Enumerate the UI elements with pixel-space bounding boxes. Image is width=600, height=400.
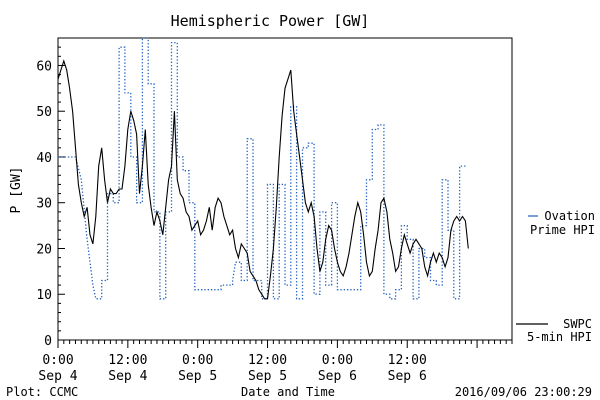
legend-ovation: Ovation Prime HPI [528,209,595,237]
y-tick-label: 40 [36,151,52,166]
y-tick-label: 20 [36,242,52,257]
plot-frame [57,37,513,341]
series-layer [57,37,469,300]
x-tick-date-label: Sep 5 [248,369,287,384]
x-tick-time-label: 12:00 [108,353,147,368]
x-tick-time-label: 0:00 [42,353,73,368]
y-axis-label: P [GW] [9,167,24,214]
legend: Ovation Prime HPI SWPC 5-min HPI [516,209,595,344]
footer-timestamp: 2016/09/06 23:00:29 [455,385,592,399]
series-line-swpc [57,59,469,300]
footer-plot-source: Plot: CCMC [6,385,78,399]
y-tick-label: 30 [36,197,52,212]
x-tick-date-label: Sep 6 [388,369,427,384]
x-tick-time-label: 0:00 [182,353,213,368]
chart-title: Hemispheric Power [GW] [171,12,370,30]
x-tick-date-label: Sep 5 [178,369,217,384]
legend-ovation-label-line1: Ovation [544,209,595,223]
y-tick-label: 60 [36,59,52,74]
x-axis-label: Date and Time [241,385,335,399]
x-tick-date-label: Sep 4 [108,369,147,384]
y-axis-ticks: 0 10 20 30 40 50 60 [36,37,65,349]
x-tick-time-label: 12:00 [248,353,287,368]
x-tick-time-label: 12:00 [388,353,427,368]
x-tick-time-label: 0:00 [322,353,353,368]
legend-ovation-label-line2: Prime HPI [530,223,595,237]
y-tick-label: 50 [36,105,52,120]
y-tick-label: 10 [36,288,52,303]
series-line-ovation [58,37,466,300]
x-tick-date-label: Sep 4 [38,369,77,384]
legend-swpc-label-line1: SWPC [563,317,592,331]
legend-swpc-label-line2: 5-min HPI [527,330,592,344]
x-tick-date-label: Sep 6 [318,369,357,384]
y-tick-label: 0 [44,334,52,349]
legend-swpc: SWPC 5-min HPI [516,317,592,344]
